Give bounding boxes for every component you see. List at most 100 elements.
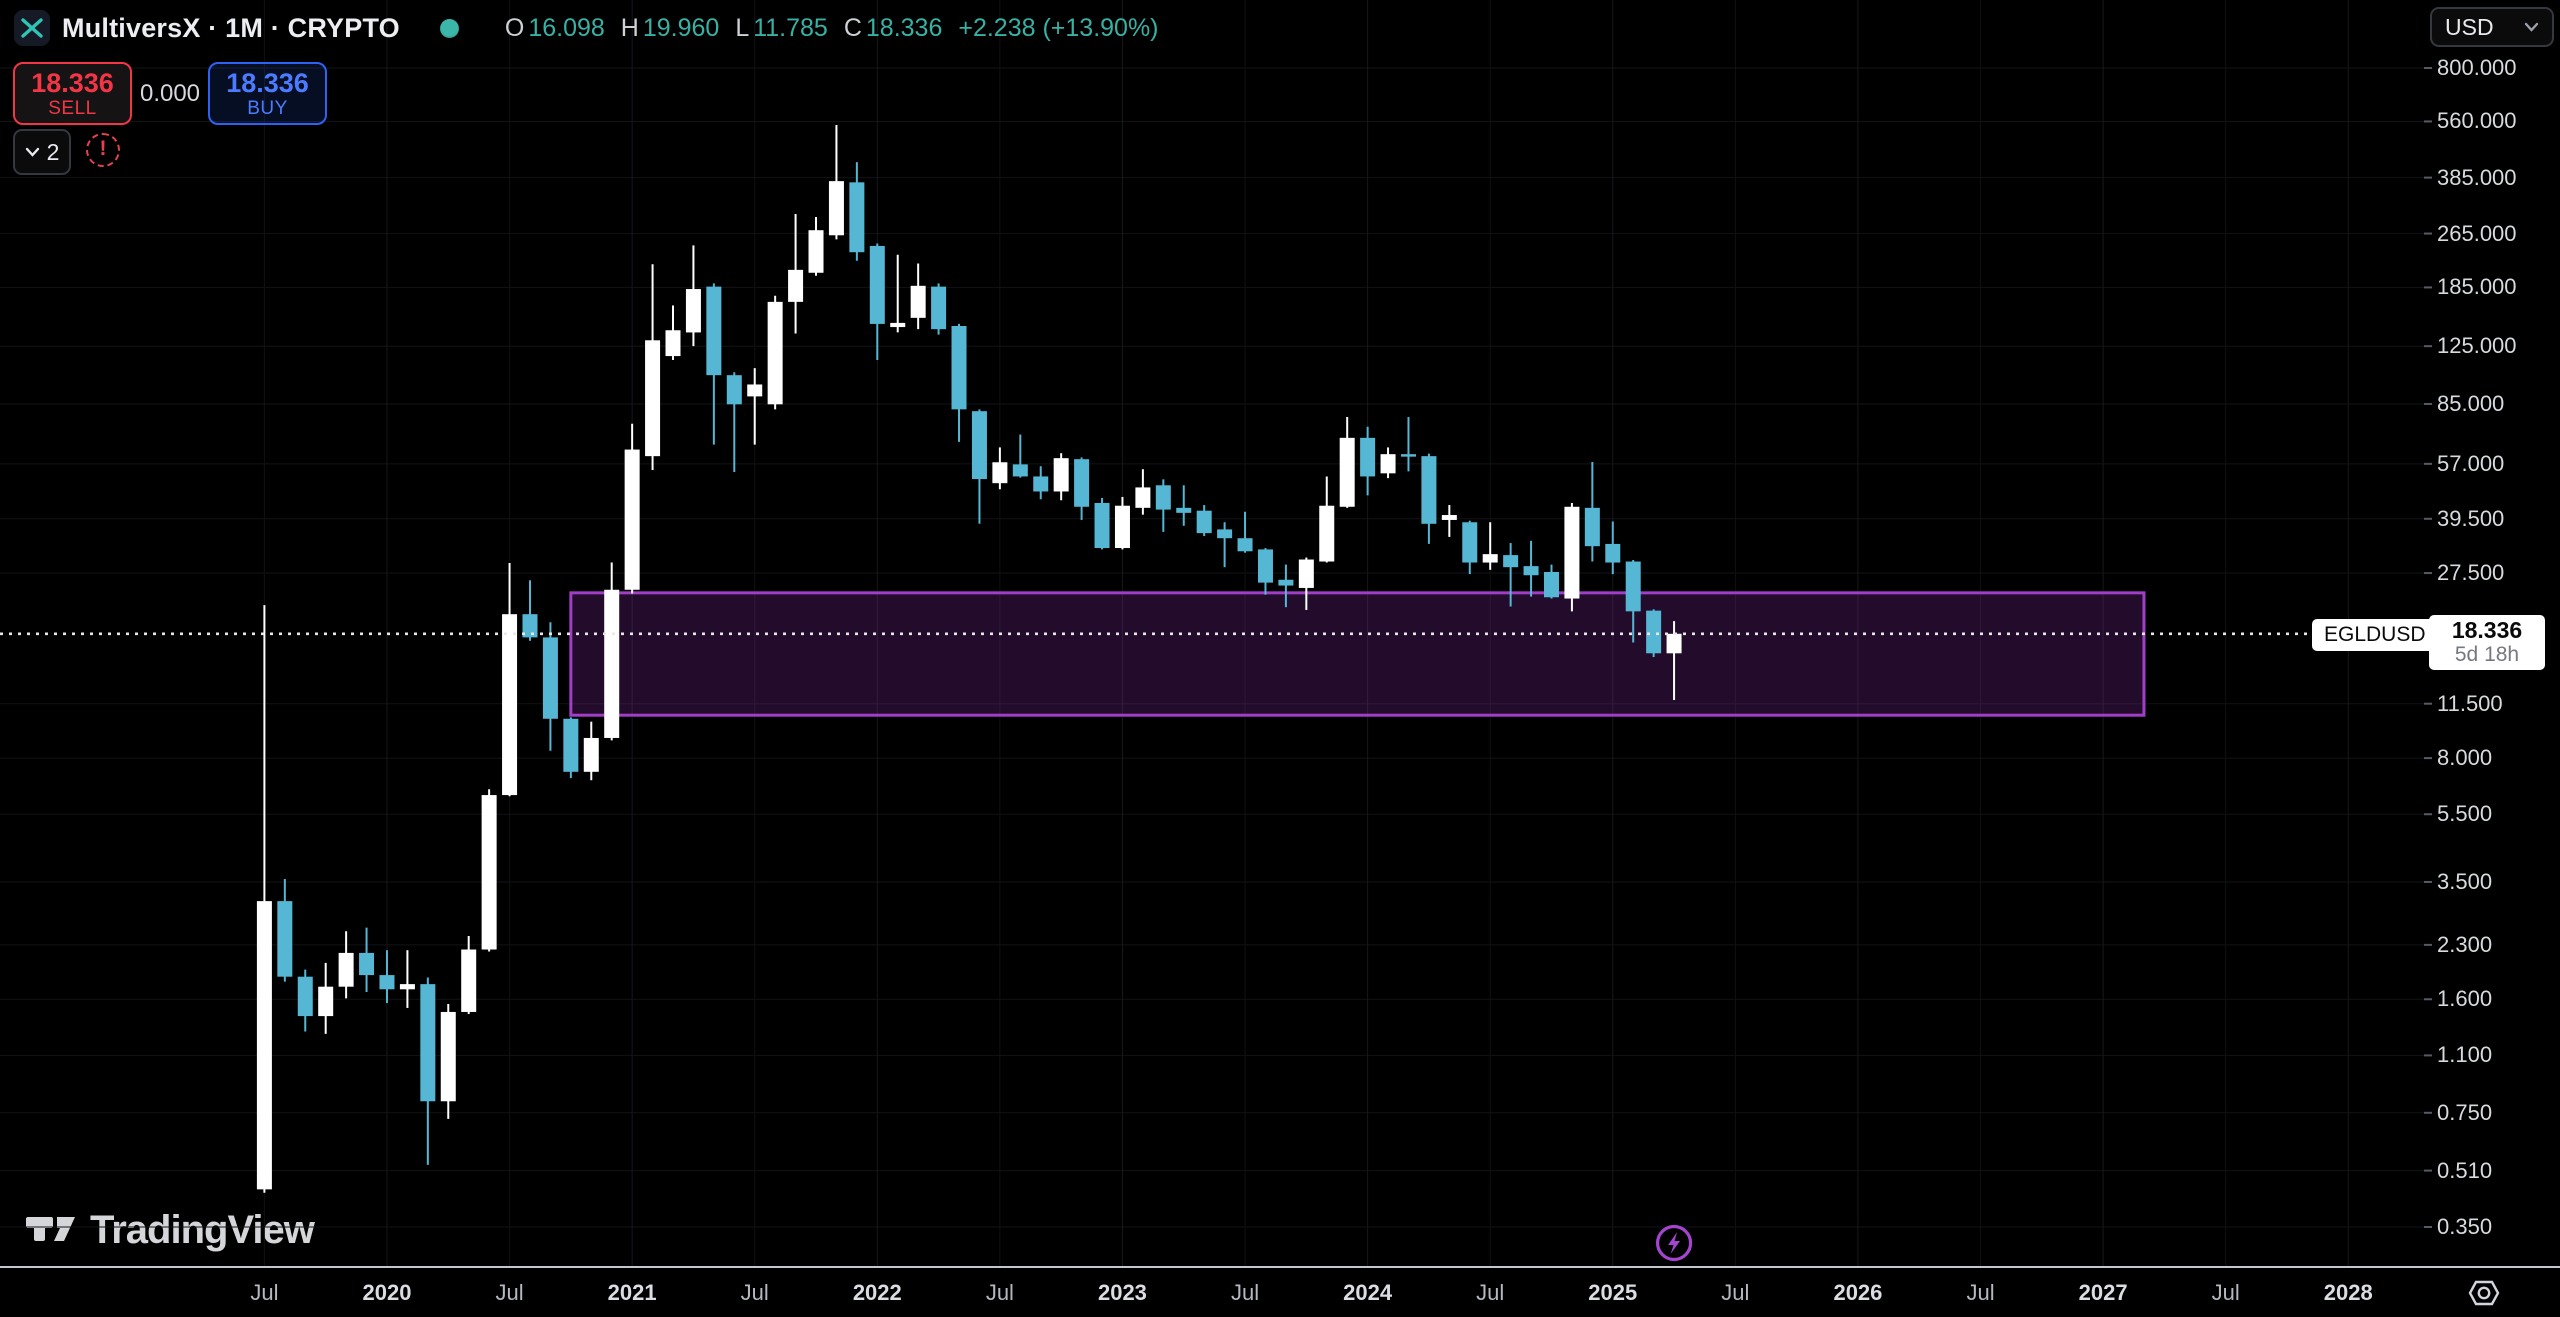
candle — [461, 936, 477, 1015]
candle — [665, 305, 681, 360]
time-year-label: 2025 — [1588, 1280, 1638, 1305]
tradingview-logo-icon — [26, 1209, 76, 1252]
candle — [420, 977, 436, 1165]
object-tree-collapse-button[interactable]: 2 — [13, 129, 71, 175]
low-value: 11.785 — [753, 13, 828, 42]
market-status-icon[interactable] — [439, 18, 459, 38]
candle — [1217, 522, 1233, 568]
price-tick-label: 27.500 — [2437, 560, 2505, 586]
price-tick-label: 125.000 — [2437, 333, 2517, 359]
candle — [481, 789, 497, 952]
candle — [1421, 453, 1437, 544]
price-tick-label: 57.000 — [2437, 450, 2505, 476]
time-year-label: 2023 — [1097, 1280, 1147, 1305]
price-tick-label: 1.100 — [2437, 1042, 2493, 1068]
time-month-label: Jul — [495, 1280, 524, 1305]
candle — [808, 216, 824, 276]
candle — [1053, 453, 1069, 501]
symbol-price-flag[interactable]: EGLDUSD — [2312, 619, 2438, 651]
price-tick-label: 1.600 — [2437, 986, 2493, 1012]
time-year-label: 2022 — [852, 1280, 902, 1305]
lightning-icon[interactable] — [1655, 1224, 1693, 1262]
time-axis[interactable]: Jul 2020 Jul 2021 Jul 2022 Jul 2023 Jul 2024 Jul 20… — [0, 1266, 2560, 1317]
price-tick-label: 3.500 — [2437, 868, 2493, 894]
high-label: H — [620, 13, 639, 42]
candle — [1441, 505, 1457, 537]
bar-close-countdown: 5d 18h — [2454, 643, 2520, 666]
candle — [318, 962, 334, 1034]
change-value: +2.238 (+13.90%) — [958, 13, 1159, 42]
candle — [1400, 417, 1416, 472]
candle — [1094, 497, 1110, 550]
candle — [992, 447, 1008, 490]
ohlc-readout: O 16.098 H 19.960 L 11.785 C 18.336 +2.238 (… — [505, 14, 1159, 43]
price-tick-label: 385.000 — [2437, 164, 2517, 190]
price-tick-label: 5.500 — [2437, 801, 2493, 827]
currency-selector[interactable]: USD — [2430, 7, 2554, 47]
candle — [379, 950, 395, 1004]
candle — [1339, 417, 1355, 508]
time-year-label: 2021 — [607, 1280, 657, 1305]
time-year-label: 2026 — [1833, 1280, 1883, 1305]
spread-value: 0.000 — [139, 79, 201, 107]
high-value: 19.960 — [642, 13, 720, 42]
candle — [869, 243, 885, 360]
chevron-down-icon — [25, 147, 39, 157]
axis-settings-gear-icon[interactable] — [2466, 1276, 2502, 1315]
candle — [1543, 564, 1559, 599]
last-price-label[interactable]: 18.336 5d 18h — [2429, 615, 2545, 670]
candle — [624, 423, 640, 594]
candle — [726, 372, 742, 472]
multiversx-logo-icon[interactable] — [14, 10, 50, 46]
candle — [522, 580, 538, 641]
price-axis[interactable]: 800.000 560.000 385.000 265.000 185.000 125.0… — [2424, 0, 2560, 1266]
candle — [1155, 479, 1171, 532]
currency-value: USD — [2445, 13, 2494, 40]
candle — [1605, 521, 1621, 575]
candle — [1033, 466, 1049, 500]
candle — [338, 931, 354, 999]
candle — [1482, 522, 1498, 570]
candle — [1380, 447, 1396, 479]
price-tick-label: 39.500 — [2437, 505, 2505, 531]
candle — [1462, 520, 1478, 575]
candle — [604, 562, 620, 741]
candle — [1503, 543, 1519, 607]
time-month-label: Jul — [1230, 1280, 1260, 1305]
time-month-label: Jul — [2211, 1280, 2240, 1305]
price-tick-label: 0.350 — [2437, 1214, 2493, 1239]
price-tick-label: 185.000 — [2437, 274, 2517, 300]
candle — [1135, 469, 1151, 515]
price-tick-label: 2.300 — [2437, 931, 2493, 957]
candle — [767, 295, 783, 410]
candle — [931, 283, 947, 335]
candle — [1625, 560, 1641, 643]
symbol-title[interactable]: MultiversX · 1M · CRYPTO — [62, 12, 400, 43]
price-tick-label: 0.510 — [2437, 1157, 2493, 1183]
candle — [1360, 426, 1376, 496]
low-label: L — [735, 13, 750, 42]
sell-price: 18.336 — [31, 67, 114, 98]
price-tick-label: 11.500 — [2437, 690, 2503, 716]
price-tick-label: 0.750 — [2437, 1099, 2493, 1125]
sell-button[interactable]: 18.336 SELL — [13, 62, 132, 125]
bar-count-value: 2 — [46, 138, 60, 165]
candle — [645, 264, 661, 471]
candle — [583, 721, 599, 781]
price-tick-label: 85.000 — [2437, 390, 2505, 416]
candle — [890, 254, 906, 333]
rectangle-drawing[interactable] — [569, 591, 2146, 717]
price-tick-label: 265.000 — [2437, 220, 2517, 246]
time-year-label: 2020 — [362, 1280, 412, 1305]
buy-button[interactable]: 18.336 BUY — [208, 62, 327, 125]
candle — [1646, 609, 1662, 658]
candle — [1074, 457, 1090, 520]
candle — [1564, 502, 1580, 612]
alert-warning-icon[interactable]: ! — [86, 133, 120, 167]
candle — [1319, 476, 1335, 563]
candle — [951, 323, 967, 442]
candle — [502, 563, 518, 797]
price-tick-label: 8.000 — [2437, 745, 2493, 771]
time-year-label: 2024 — [1343, 1280, 1393, 1305]
